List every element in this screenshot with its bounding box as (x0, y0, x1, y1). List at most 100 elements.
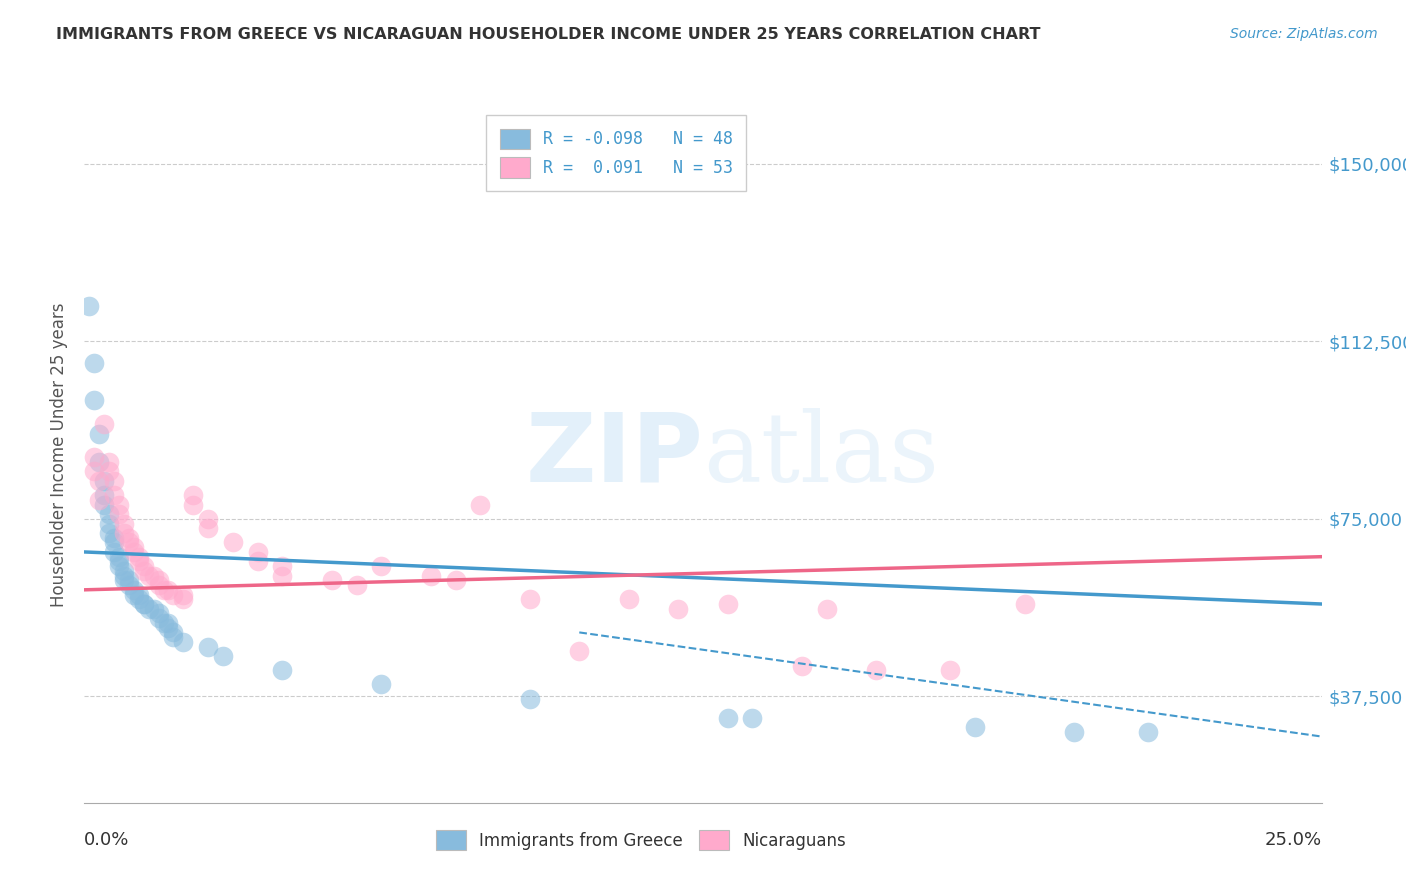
Point (148, 611, 170, 625)
Point (108, 554, 131, 568)
Point (118, 578, 141, 592)
Point (1014, 597, 1036, 611)
Point (128, 588, 150, 602)
Text: ZIP: ZIP (524, 409, 703, 501)
Point (112, 568, 135, 582)
Point (108, 498, 131, 512)
Point (815, 601, 838, 615)
Point (519, 592, 541, 607)
Point (93, 417, 115, 432)
Point (93, 488, 115, 502)
Point (271, 663, 294, 677)
Point (98, 465, 121, 479)
Text: Source: ZipAtlas.com: Source: ZipAtlas.com (1230, 27, 1378, 41)
Text: IMMIGRANTS FROM GREECE VS NICARAGUAN HOUSEHOLDER INCOME UNDER 25 YEARS CORRELATI: IMMIGRANTS FROM GREECE VS NICARAGUAN HOU… (56, 27, 1040, 42)
Point (157, 582, 180, 597)
Point (89, 474, 111, 488)
Point (222, 535, 245, 549)
Point (98, 526, 121, 541)
Point (370, 559, 392, 574)
Point (568, 644, 591, 658)
Point (89, 426, 111, 441)
Text: atlas: atlas (703, 408, 939, 502)
Point (103, 535, 125, 549)
Point (83, 393, 105, 408)
Point (89, 492, 111, 507)
Point (717, 710, 740, 724)
Point (108, 559, 131, 574)
Point (118, 574, 141, 588)
Point (172, 588, 194, 602)
Point (246, 554, 269, 568)
Point (108, 549, 131, 564)
Point (122, 588, 145, 602)
Point (98, 507, 121, 521)
Point (162, 625, 184, 640)
Point (181, 488, 204, 502)
Point (98, 455, 121, 469)
Legend: Immigrants from Greece, Nicaraguans: Immigrants from Greece, Nicaraguans (429, 823, 853, 857)
Point (142, 568, 165, 582)
Point (108, 507, 131, 521)
Point (197, 640, 219, 654)
Point (152, 615, 174, 630)
Point (89, 455, 111, 469)
Point (172, 635, 194, 649)
Point (112, 526, 135, 541)
Point (79, 299, 101, 313)
Point (93, 474, 115, 488)
Point (162, 630, 184, 644)
Point (83, 450, 105, 465)
Point (83, 465, 105, 479)
Point (346, 578, 368, 592)
Point (271, 568, 294, 582)
Point (370, 677, 392, 691)
Point (93, 498, 115, 512)
Point (790, 658, 813, 673)
Point (103, 474, 125, 488)
Text: 0.0%: 0.0% (84, 831, 129, 849)
Point (157, 621, 180, 635)
Point (103, 531, 125, 545)
Point (128, 554, 150, 568)
Point (148, 574, 170, 588)
Point (965, 720, 987, 734)
Point (103, 545, 125, 559)
Point (112, 516, 135, 531)
Point (132, 597, 155, 611)
Point (157, 615, 180, 630)
Point (118, 531, 141, 545)
Point (321, 574, 343, 588)
Point (1063, 724, 1085, 739)
Point (717, 597, 740, 611)
Point (128, 549, 150, 564)
Point (519, 691, 541, 706)
Point (138, 601, 160, 615)
Point (142, 601, 165, 615)
Point (122, 540, 145, 554)
Point (103, 488, 125, 502)
Text: 25.0%: 25.0% (1264, 831, 1322, 849)
Point (666, 601, 689, 615)
Point (132, 564, 155, 578)
Y-axis label: Householder Income Under 25 years: Householder Income Under 25 years (51, 302, 69, 607)
Point (271, 559, 294, 574)
Point (865, 663, 887, 677)
Point (197, 521, 219, 535)
Point (444, 574, 467, 588)
Point (152, 582, 174, 597)
Point (148, 578, 170, 592)
Point (939, 663, 962, 677)
Point (132, 559, 155, 574)
Point (181, 498, 204, 512)
Point (98, 516, 121, 531)
Point (1137, 724, 1160, 739)
Point (122, 582, 145, 597)
Point (118, 535, 141, 549)
Point (122, 545, 145, 559)
Point (172, 592, 194, 607)
Point (112, 574, 135, 588)
Point (212, 649, 235, 664)
Point (419, 568, 441, 582)
Point (617, 592, 640, 607)
